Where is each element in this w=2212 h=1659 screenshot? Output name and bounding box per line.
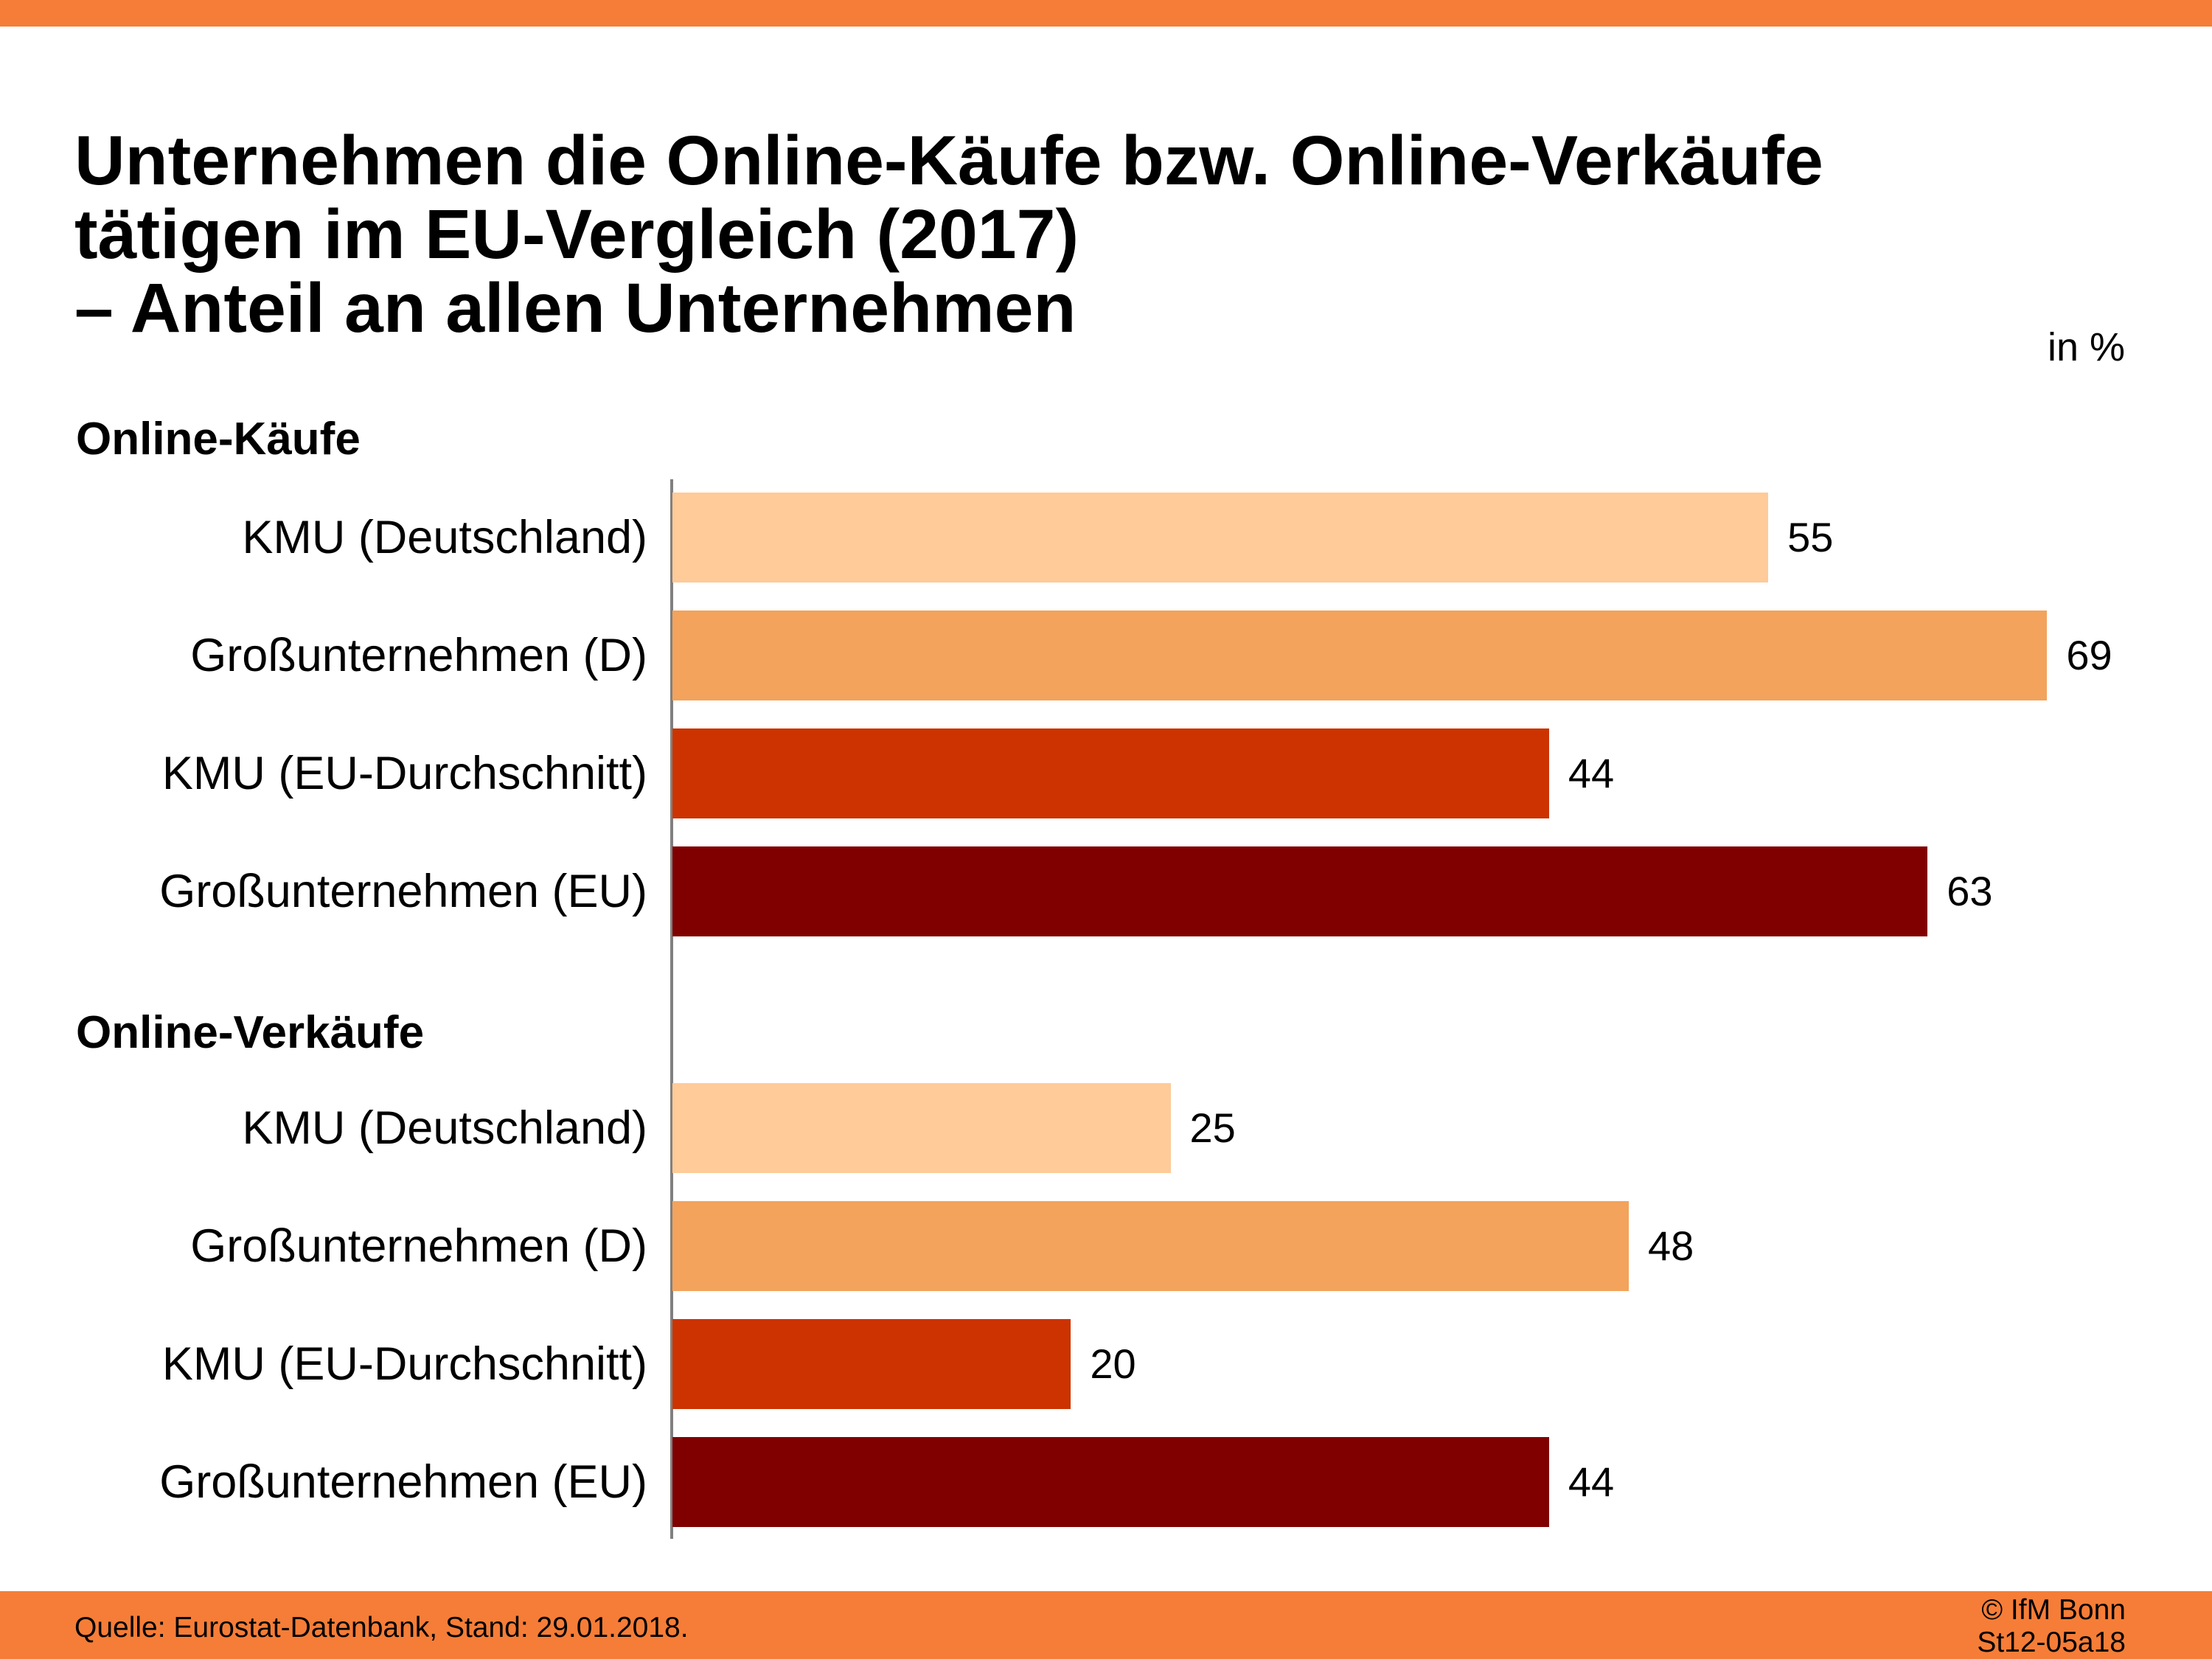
y-axis-line: [670, 479, 673, 1539]
bar: [672, 728, 1549, 818]
category-label: Großunternehmen (D): [190, 630, 647, 681]
data-label: 44: [1568, 750, 1615, 796]
data-label: 63: [1947, 868, 1993, 914]
bar: [672, 493, 1769, 582]
data-label: 48: [1647, 1222, 1694, 1269]
copyright: © IfM Bonn: [1981, 1594, 2126, 1626]
title-line-2: tätigen im EU-Vergleich (2017): [74, 195, 1079, 274]
group-title: Online-Verkäufe: [76, 1007, 425, 1058]
category-label: Großunternehmen (D): [190, 1220, 647, 1272]
bar: [672, 1083, 1171, 1173]
bar: [672, 1201, 1629, 1291]
title-line-1: Unternehmen die Online-Käufe bzw. Online…: [74, 122, 1823, 200]
footer-bar: [0, 1591, 2212, 1659]
title-line-3: – Anteil an allen Unternehmen: [74, 269, 1077, 347]
bar: [672, 611, 2048, 700]
data-label: 55: [1787, 514, 1834, 560]
chart-code: St12-05a18: [1977, 1627, 2126, 1658]
category-label: KMU (EU-Durchschnitt): [161, 748, 647, 799]
data-label: 44: [1568, 1458, 1615, 1505]
bar: [672, 1437, 1549, 1527]
category-label: KMU (Deutschland): [242, 512, 647, 563]
bar: [672, 1319, 1071, 1409]
group-title: Online-Käufe: [76, 414, 361, 465]
category-label: Großunternehmen (EU): [159, 866, 647, 917]
data-label: 25: [1189, 1105, 1236, 1151]
source-note: Quelle: Eurostat-Datenbank, Stand: 29.01…: [74, 1612, 689, 1644]
unit-label: in %: [2047, 325, 2125, 369]
chart-title: Unternehmen die Online-Käufe bzw. Online…: [74, 124, 1823, 345]
category-label: Großunternehmen (EU): [159, 1456, 647, 1508]
bar: [672, 846, 1928, 936]
top-accent-bar: [0, 0, 2212, 27]
category-label: KMU (Deutschland): [242, 1102, 647, 1154]
copyright-block: © IfM Bonn St12-05a18: [1977, 1594, 2126, 1659]
data-label: 69: [2066, 632, 2112, 678]
data-label: 20: [1090, 1340, 1136, 1387]
category-label: KMU (EU-Durchschnitt): [161, 1338, 647, 1390]
